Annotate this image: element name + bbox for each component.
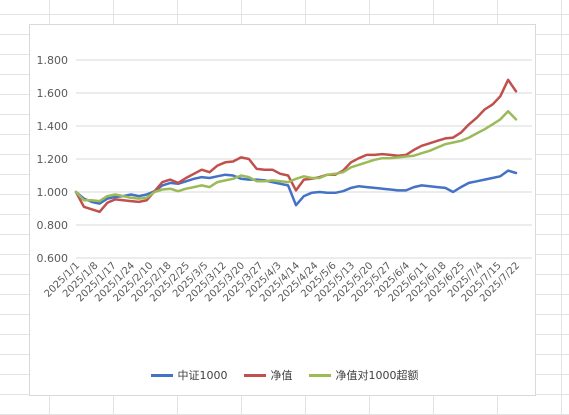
y-tick-label: 1.600: [37, 87, 69, 100]
series-line: [74, 109, 518, 203]
y-tick-label: 1.400: [37, 120, 69, 133]
legend-item: 中证1000: [150, 367, 228, 383]
legend-label: 净值: [270, 369, 293, 382]
legend-swatch: [243, 373, 266, 377]
y-tick-label: 1.000: [37, 186, 69, 199]
line-chart: 0.6000.8001.0001.2001.4001.6001.8002025/…: [37, 54, 532, 304]
y-tick-label: 0.800: [37, 219, 69, 232]
chart-legend: 中证1000 净值 净值对1000超额: [0, 367, 569, 383]
legend-item: 净值对1000超额: [308, 367, 419, 383]
y-tick-label: 0.600: [37, 252, 69, 265]
y-tick-label: 1.800: [37, 54, 69, 67]
legend-label: 中证1000: [177, 369, 228, 382]
legend-swatch: [150, 373, 173, 377]
legend-item: 净值: [243, 367, 293, 383]
legend-swatch: [308, 373, 331, 377]
series-line: [74, 169, 518, 207]
chart-area[interactable]: [29, 24, 536, 396]
legend-label: 净值对1000超额: [335, 369, 419, 382]
y-tick-label: 1.200: [37, 153, 69, 166]
